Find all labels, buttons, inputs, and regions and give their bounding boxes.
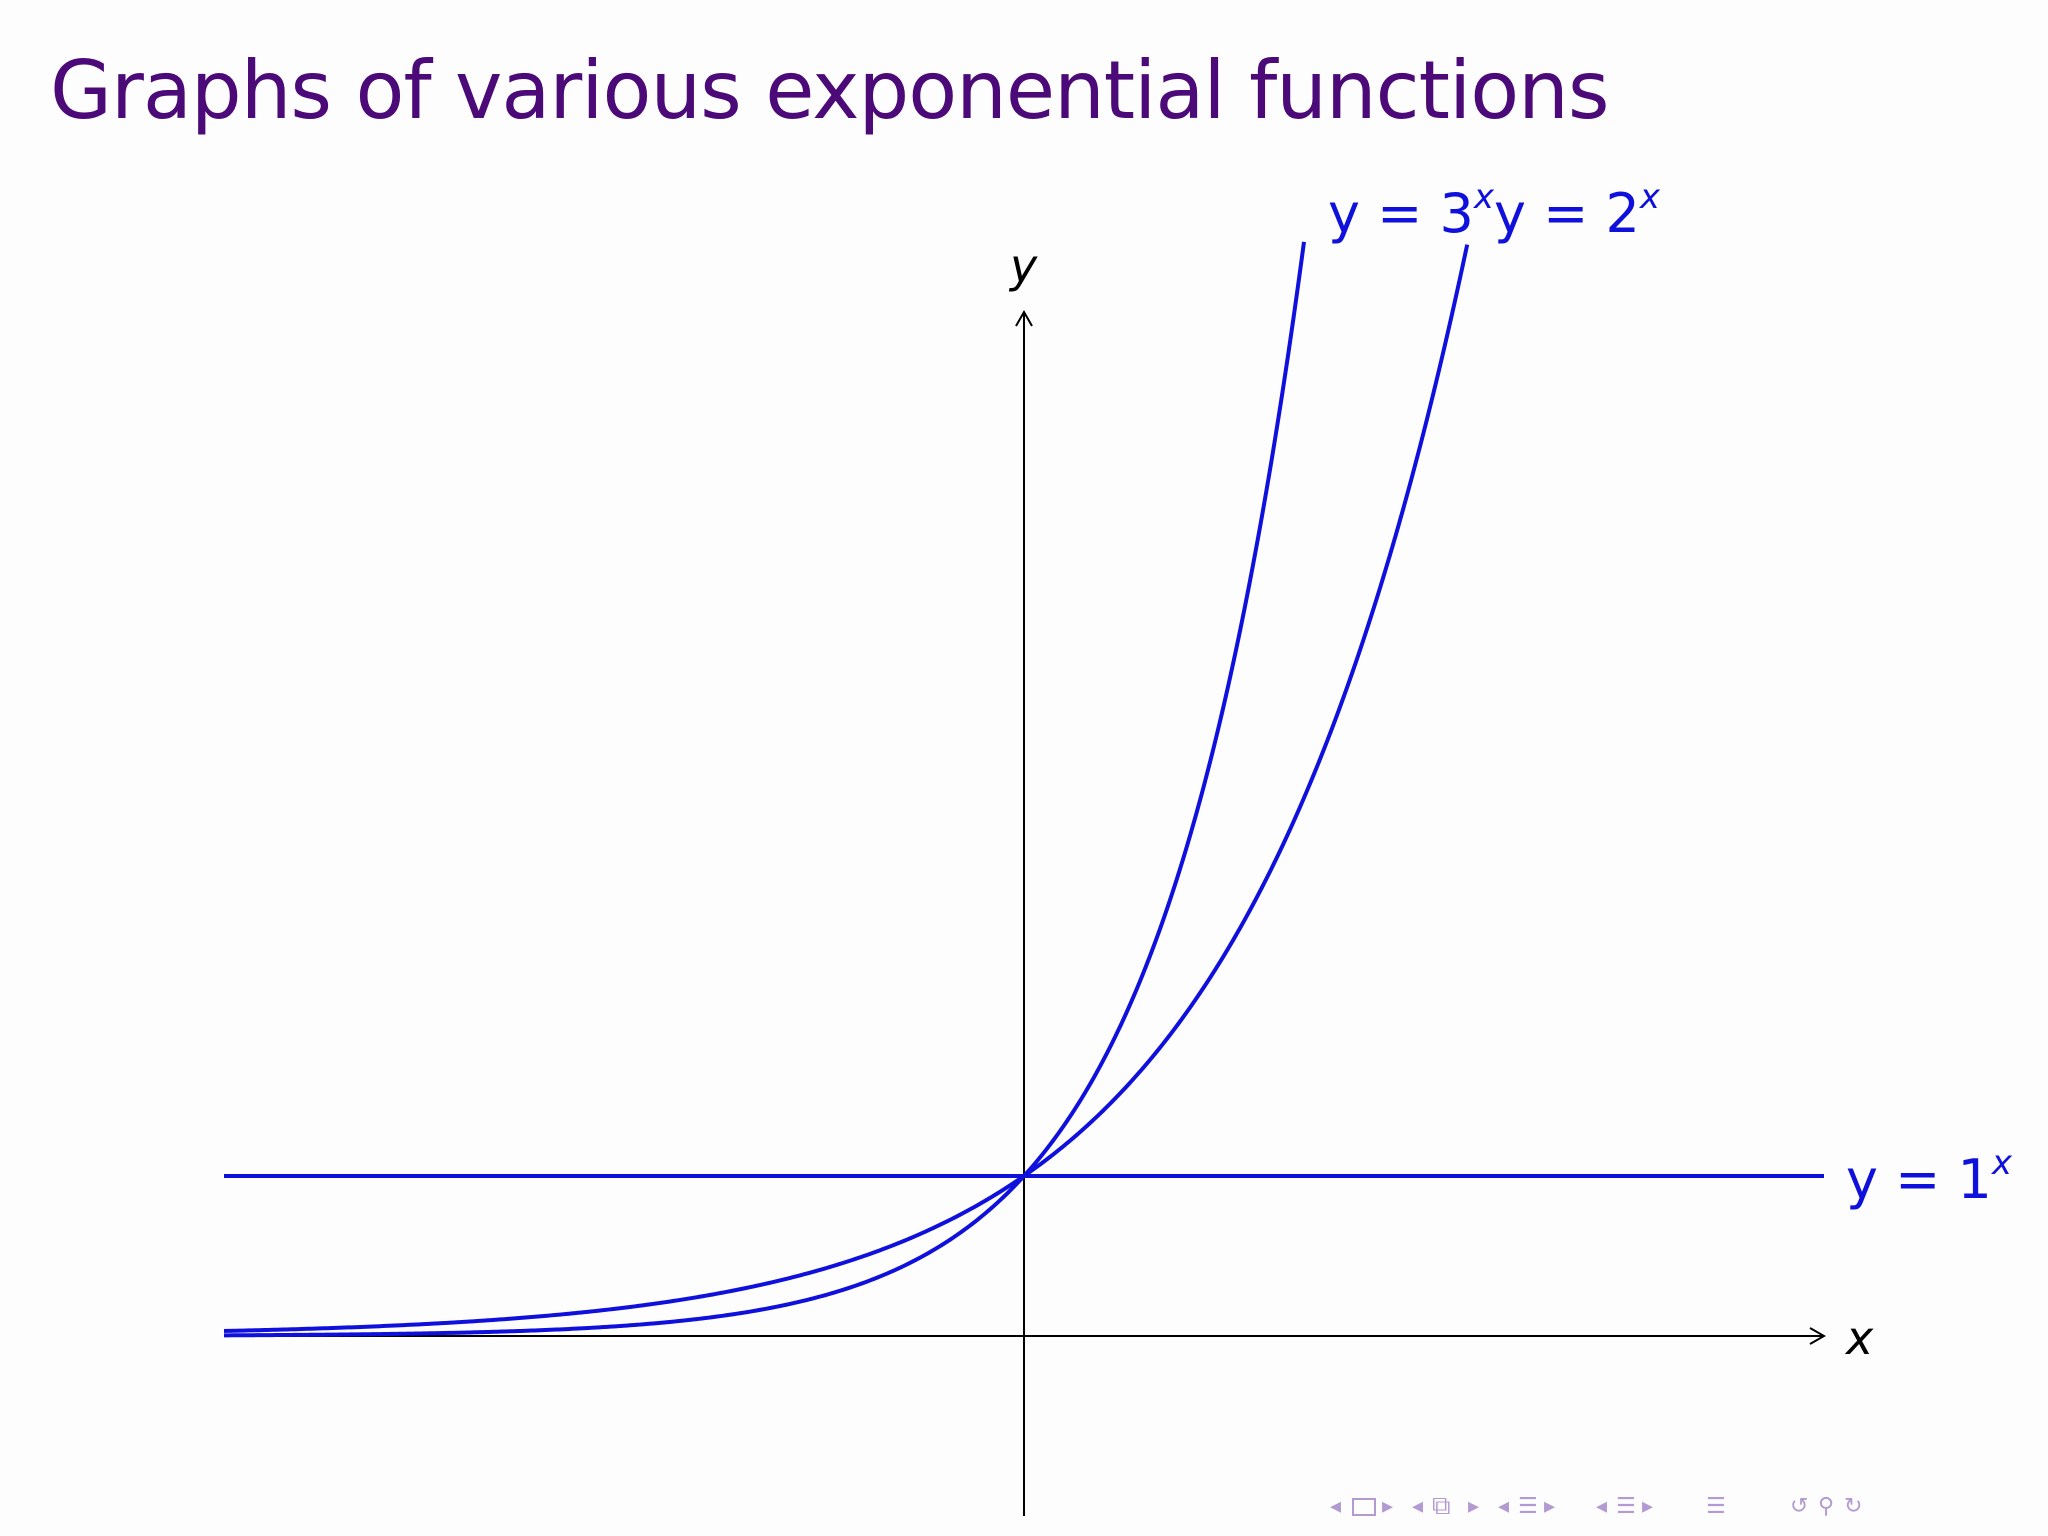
- subsection-icon[interactable]: ⧉: [1432, 1490, 1451, 1521]
- arrow-right-icon[interactable]: ▸: [1382, 1493, 1394, 1519]
- beamer-nav-bar: ◂ ▸ ◂ ⧉ ▸ ◂ ☰ ▸ ◂ ☰ ▸ ☰ ↺ ⚲ ↻: [1330, 1490, 2030, 1522]
- arrow-left-icon[interactable]: ◂: [1498, 1493, 1510, 1519]
- arrow-right-icon[interactable]: ▸: [1642, 1493, 1654, 1519]
- x-axis-label: x: [1844, 1311, 1874, 1365]
- search-icon[interactable]: ⚲: [1818, 1493, 1835, 1519]
- section-icon[interactable]: ☰: [1616, 1493, 1636, 1519]
- align-icon[interactable]: ☰: [1706, 1493, 1726, 1519]
- y-axis-arrow: [1015, 309, 1033, 327]
- series-line-2x: [223, 244, 1470, 1333]
- arrow-right-icon[interactable]: ▸: [1544, 1493, 1556, 1519]
- redo-icon[interactable]: ↻: [1844, 1493, 1863, 1519]
- x-axis-arrow: [1809, 1327, 1827, 1345]
- y-axis-label: y: [1008, 239, 1038, 293]
- arrow-left-icon[interactable]: ◂: [1330, 1493, 1342, 1519]
- series-label-2x: y = 2x: [1494, 177, 1661, 245]
- slide-title: Graphs of various exponential functions: [50, 44, 1610, 137]
- axes: [224, 309, 1827, 1516]
- series-label-3x: y = 3x: [1328, 177, 1495, 245]
- labels: x y y = 3x y = 2x y = 1x: [1008, 177, 2013, 1365]
- series-label-1x: y = 1x: [1846, 1143, 2013, 1211]
- curves: [223, 241, 1824, 1338]
- frame-icon[interactable]: [1352, 1498, 1376, 1516]
- section-icon[interactable]: ☰: [1518, 1493, 1538, 1519]
- arrow-right-icon[interactable]: ▸: [1468, 1493, 1480, 1519]
- arrow-left-icon[interactable]: ◂: [1596, 1493, 1608, 1519]
- arrow-left-icon[interactable]: ◂: [1412, 1493, 1424, 1519]
- undo-icon[interactable]: ↺: [1790, 1493, 1809, 1519]
- series-line-3x: [223, 241, 1306, 1338]
